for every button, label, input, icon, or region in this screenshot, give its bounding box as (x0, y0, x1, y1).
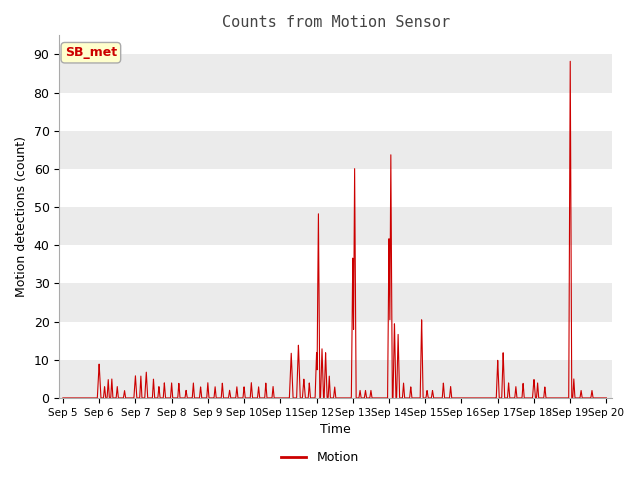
Bar (60, 131, 612, 169)
Legend: Motion: Motion (276, 446, 364, 469)
Title: Counts from Motion Sensor: Counts from Motion Sensor (221, 15, 450, 30)
Bar (60, 207, 612, 245)
Bar (60, 54, 612, 93)
Bar (60, 283, 612, 322)
Y-axis label: Motion detections (count): Motion detections (count) (15, 136, 28, 297)
X-axis label: Time: Time (320, 423, 351, 436)
Text: SB_met: SB_met (65, 46, 117, 59)
Bar (60, 360, 612, 398)
